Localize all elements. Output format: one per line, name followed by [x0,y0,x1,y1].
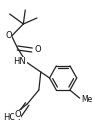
Text: O: O [5,32,12,41]
Text: Me: Me [82,95,93,104]
Text: HO: HO [3,114,16,122]
Text: HN: HN [13,58,26,67]
Text: O: O [35,46,42,55]
Text: O: O [14,110,21,119]
